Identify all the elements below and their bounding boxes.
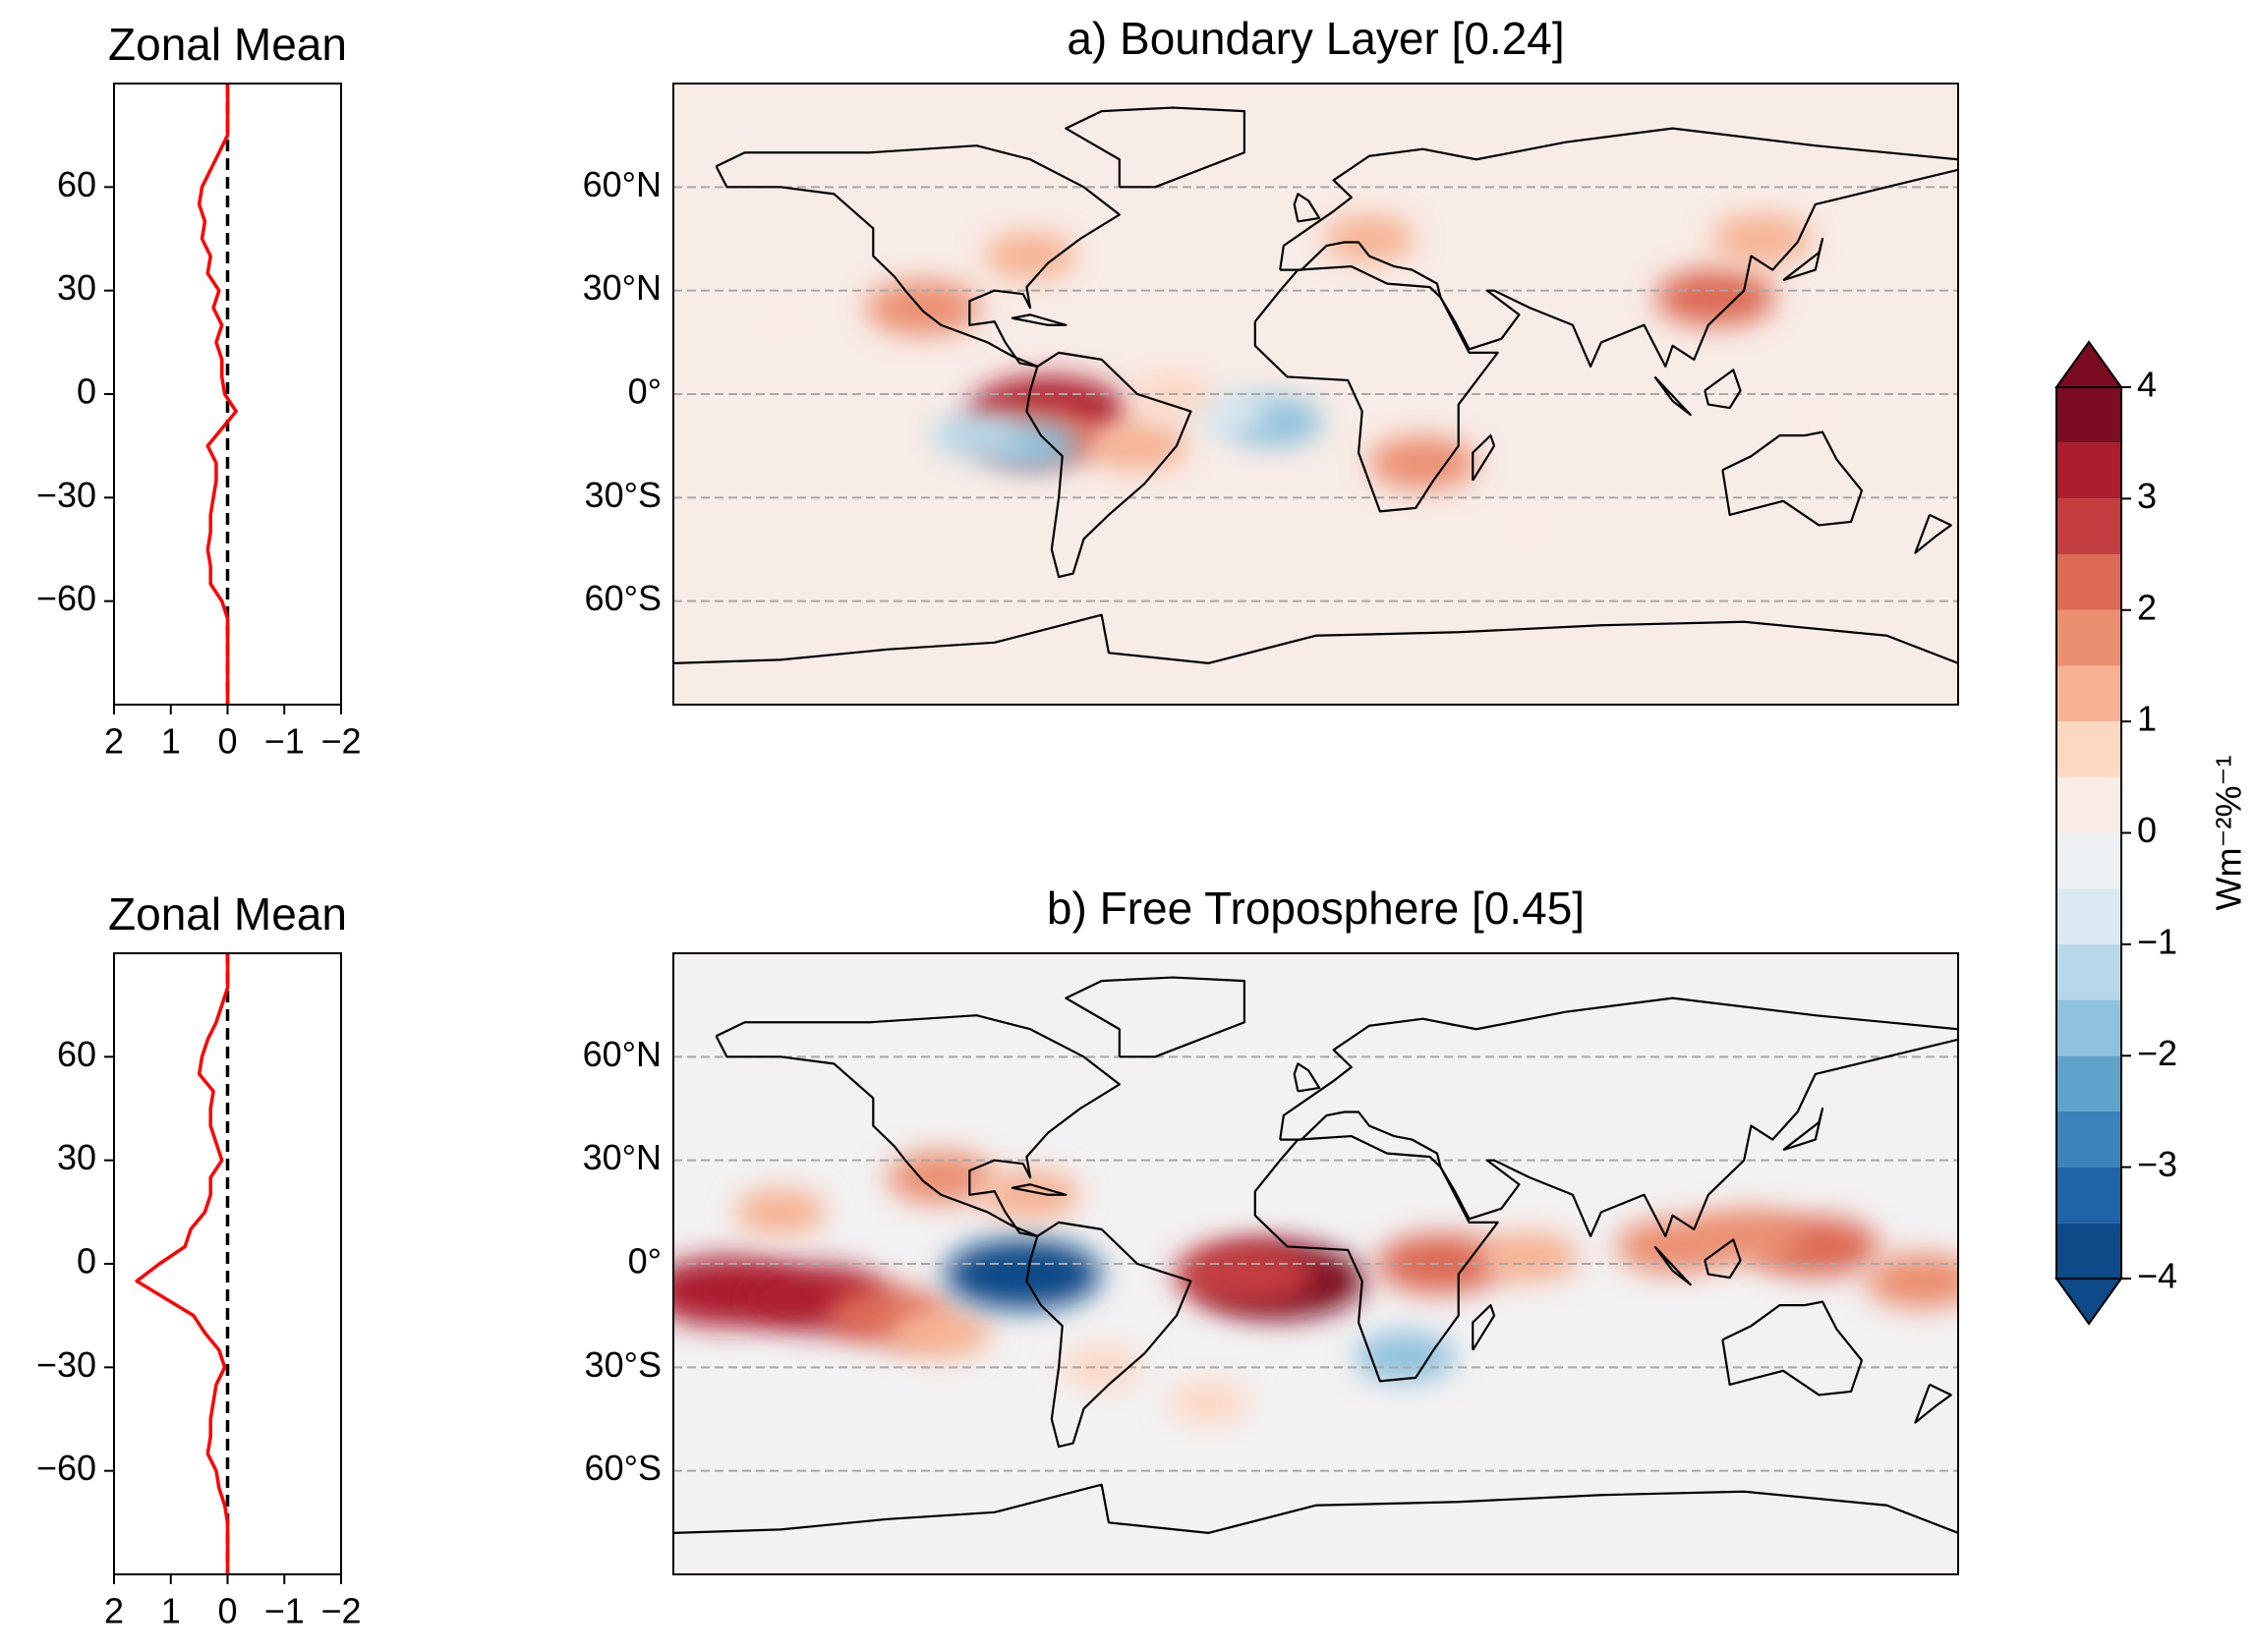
anomaly-region [1355,1332,1456,1383]
x-tick-label: 2 [104,721,124,762]
y-tick-label: 30 [57,267,96,308]
anomaly-region [734,1188,827,1236]
colorbar-level [2056,498,2121,555]
anomaly-region [1687,1208,1802,1264]
colorbar-level [2056,1167,2121,1224]
y-tick-label: 60 [57,1034,96,1074]
colorbar-label: Wm⁻²%⁻¹ [2209,756,2249,911]
colorbar-level [2056,943,2121,1000]
lat-label: 30°S [585,475,662,515]
lat-label: 60°S [585,1448,662,1488]
colorbar-extend-min [2054,1278,2123,1326]
y-tick-label: −60 [36,578,96,618]
anomaly-region [887,1151,996,1205]
colorbar-tick-label: 1 [2137,699,2157,739]
anomaly-region [945,1239,1101,1310]
plot-frame [113,83,342,706]
anomaly-region [1778,391,1852,432]
x-tick-label: −2 [320,1591,361,1631]
y-tick-label: 0 [77,1241,96,1282]
colorbar-level [2056,387,2121,443]
plot-frame [113,952,342,1575]
colorbar-tick-label: −1 [2137,921,2177,961]
lat-label: 0° [628,1241,662,1282]
colorbar-extend-max [2054,340,2123,388]
colorbar-tick-label: −4 [2137,1256,2177,1296]
anomaly-region [930,412,1023,460]
colorbar-tick-label: −2 [2137,1033,2177,1073]
y-tick-label: 60 [57,164,96,204]
lat-label: 0° [628,371,662,412]
x-tick-label: −1 [264,1591,305,1631]
colorbar-level [2056,442,2121,499]
anomaly-region [891,1307,992,1358]
map-field [673,953,1958,1574]
y-tick-label: 0 [77,371,96,412]
panel-title: a) Boundary Layer [0.24] [1067,13,1564,64]
anomaly-region [1173,1241,1315,1307]
anomaly-region [984,232,1076,280]
panel-title: Zonal Mean [108,888,347,940]
anomaly-region [1711,213,1813,264]
colorbar-tick-label: 2 [2137,587,2157,627]
lat-label: 30°N [583,1137,662,1177]
colorbar-level [2056,1111,2121,1168]
anomaly-region [1479,1231,1581,1282]
colorbar-level [2056,1223,2121,1279]
colorbar-level [2056,609,2121,666]
map-frame [672,952,1959,1575]
map-frame [672,83,1959,706]
map-field [673,84,1958,705]
x-tick-label: 0 [217,721,237,762]
y-tick-label: 30 [57,1137,96,1177]
x-tick-label: 2 [104,1591,124,1631]
colorbar-level [2056,832,2121,889]
y-tick-label: −30 [36,1344,96,1385]
anomaly-region [1168,1380,1249,1424]
x-tick-label: 0 [217,1591,237,1631]
colorbar-tick-label: 3 [2137,476,2157,516]
colorbar-level [2056,665,2121,722]
anomaly-region [1376,1233,1505,1294]
panel-title: Zonal Mean [108,19,347,70]
lat-label: 30°S [585,1344,662,1385]
x-tick-label: −1 [264,721,305,762]
colorbar-level [2056,721,2121,777]
panel-title: b) Free Troposphere [0.45] [1047,883,1585,934]
colorbar-level [2056,1055,2121,1111]
anomaly-region [743,305,817,346]
x-tick-label: 1 [161,721,181,762]
anomaly-region [1493,511,1567,552]
anomaly-region [1865,1253,1958,1309]
y-tick-label: −60 [36,1448,96,1488]
lat-label: 60°N [583,1034,662,1074]
lat-label: 30°N [583,267,662,308]
zonal-mean-line [135,953,230,1574]
x-tick-label: 1 [161,1591,181,1631]
colorbar-level [2056,776,2121,833]
anomaly-region [1086,421,1187,472]
anomaly-region [866,280,981,336]
anomaly-region [1368,436,1477,490]
lat-label: 60°S [585,578,662,618]
lat-label: 60°N [583,164,662,204]
colorbar-tick-label: 4 [2137,365,2157,405]
anomaly-region [980,1169,1081,1221]
zonal-mean-line [197,84,238,705]
y-tick-label: −30 [36,475,96,515]
anomaly-region [1323,215,1416,262]
colorbar-tick-label: 0 [2137,810,2157,850]
colorbar-level [2056,999,2121,1056]
colorbar-level [2056,554,2121,610]
colorbar-level [2056,888,2121,944]
x-tick-label: −2 [320,721,361,762]
colorbar-tick-label: −3 [2137,1144,2177,1184]
